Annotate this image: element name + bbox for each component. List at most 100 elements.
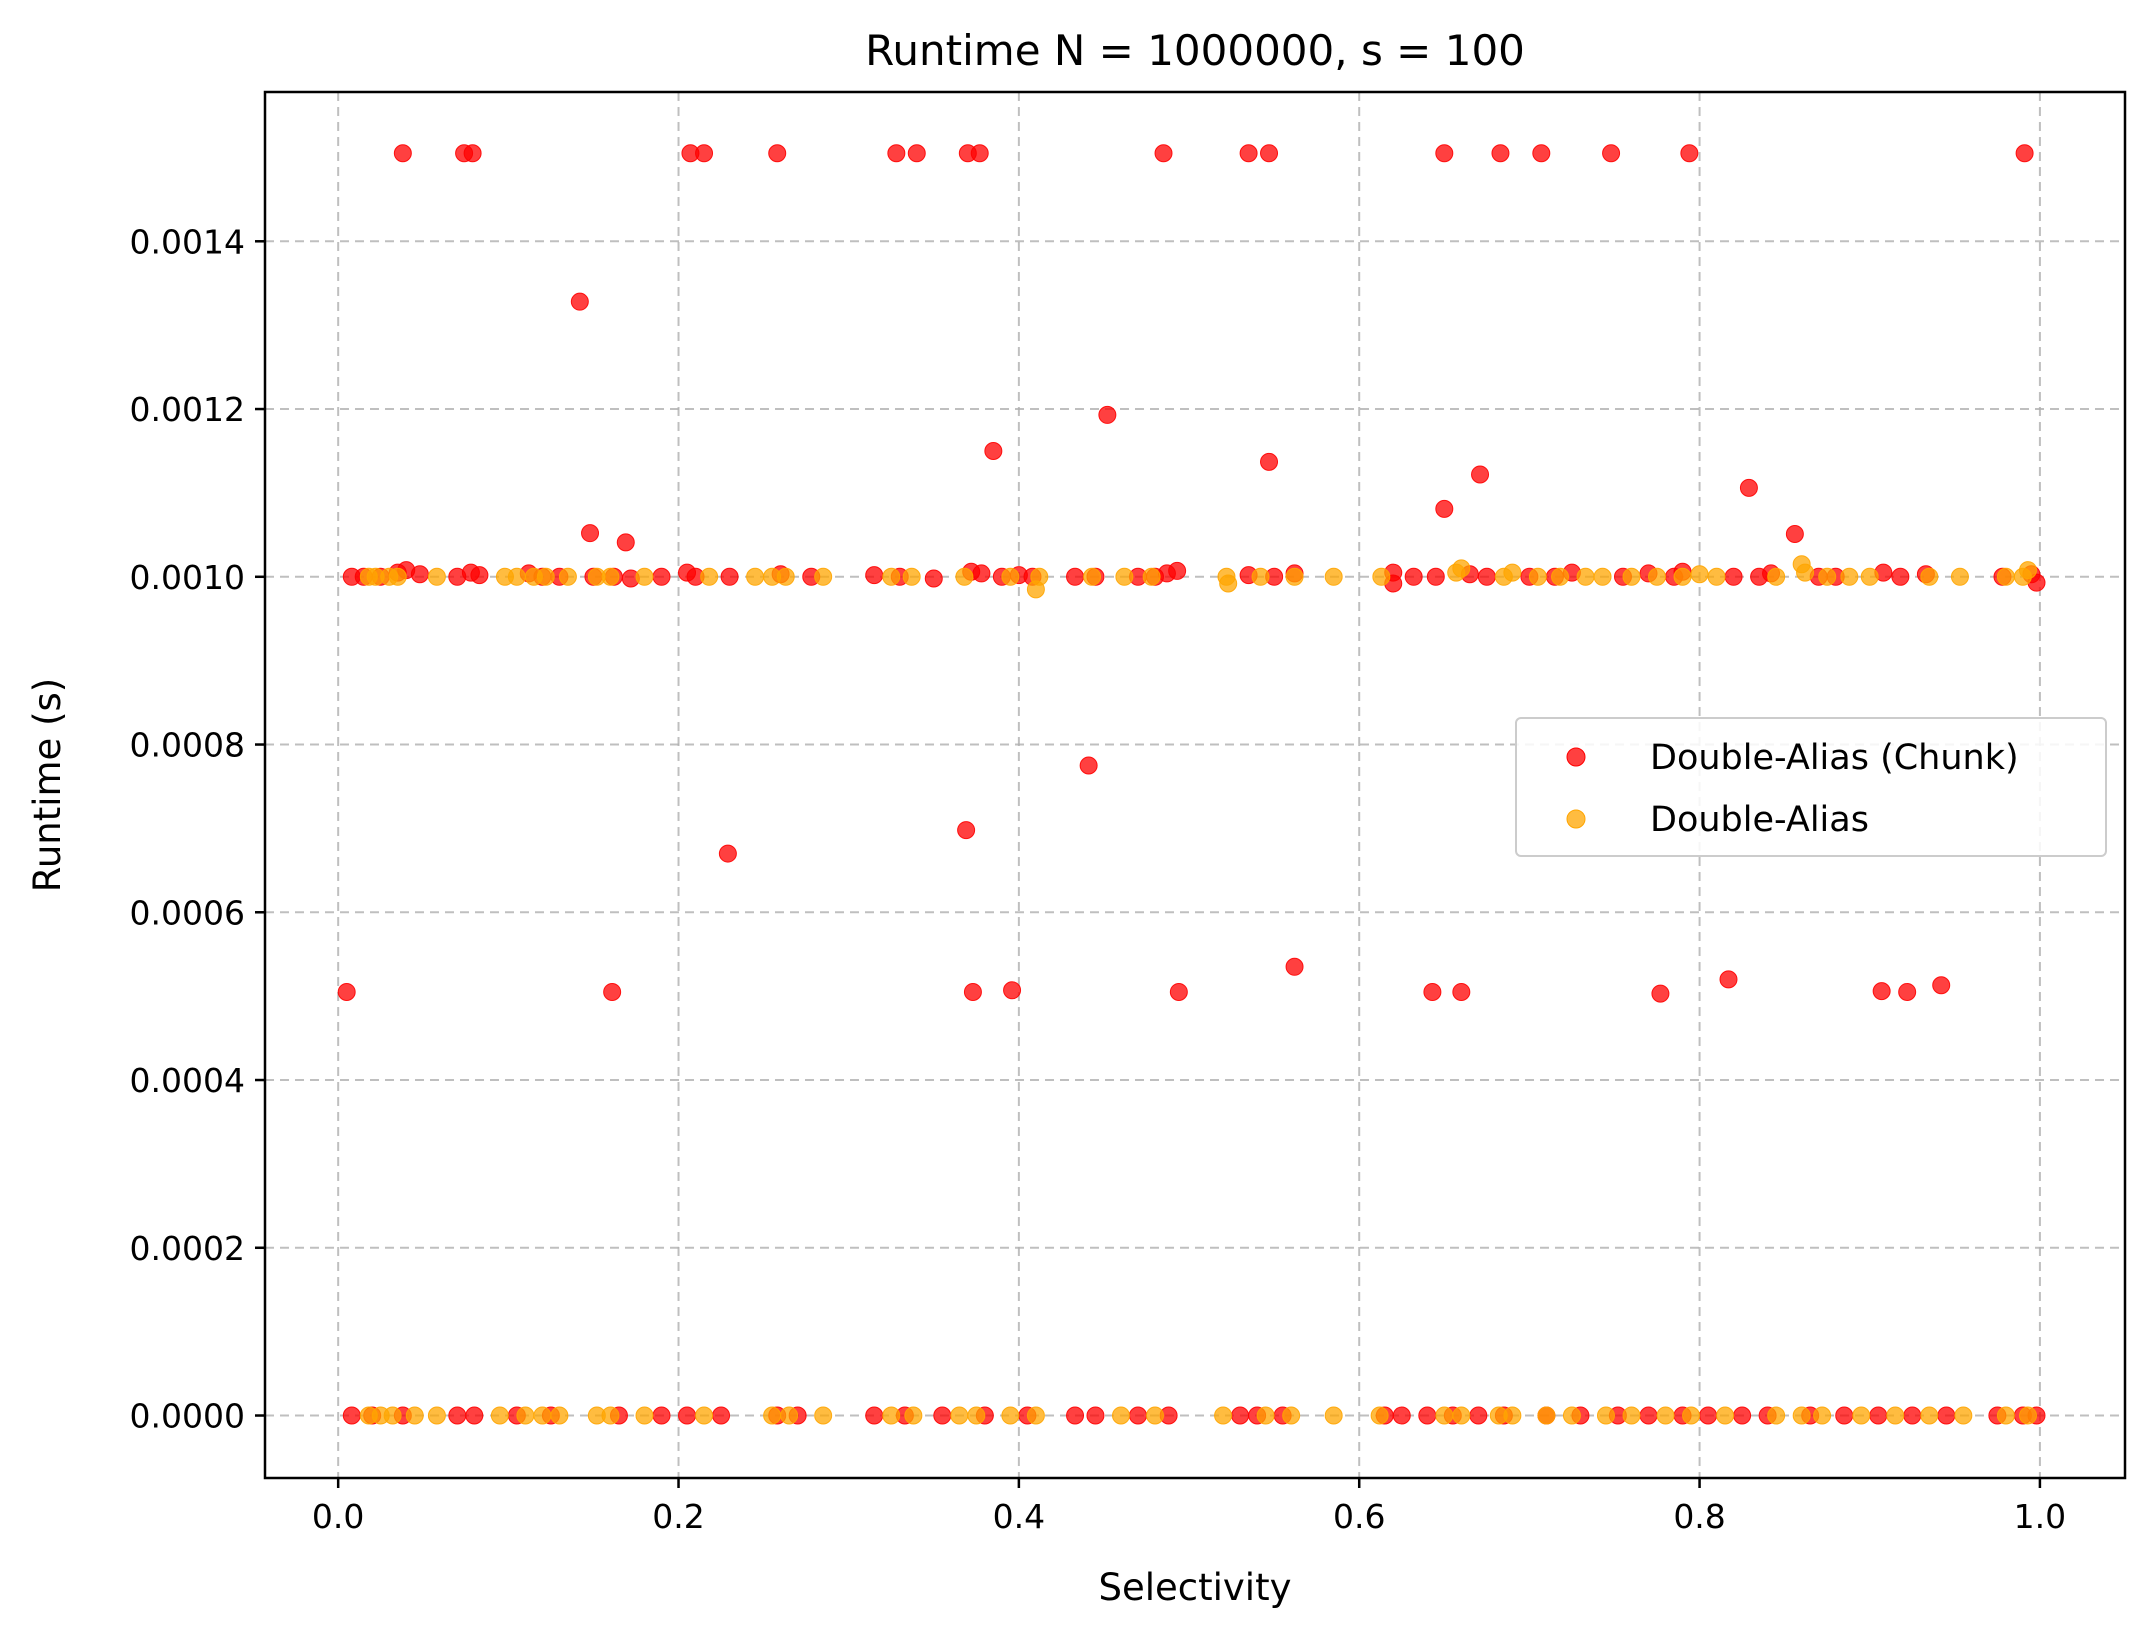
data-point: [1622, 1406, 1641, 1425]
data-point: [1435, 144, 1454, 163]
x-tick-label: 0.6: [1333, 1497, 1385, 1536]
data-point: [1471, 465, 1490, 484]
data-point: [1435, 1406, 1454, 1425]
data-point: [957, 821, 976, 840]
legend-marker: [1566, 747, 1586, 767]
data-point: [507, 567, 526, 586]
data-point: [1707, 567, 1726, 586]
data-point: [1950, 567, 1969, 586]
data-point: [1680, 144, 1699, 163]
data-point: [1622, 567, 1641, 586]
data-point: [678, 1406, 697, 1425]
data-point: [1690, 565, 1709, 584]
data-point: [490, 1406, 509, 1425]
data-point: [1282, 1406, 1301, 1425]
data-point: [570, 292, 589, 311]
axis-ticks: 0.0 0.2 0.4 0.6 0.8 1.0 0.0000 0.0002 0.0004 0.00…: [130, 222, 2067, 1536]
data-point: [383, 1406, 402, 1425]
data-point: [1656, 1406, 1675, 1425]
data-point: [603, 982, 622, 1001]
legend-box: [1515, 717, 2107, 857]
data-point: [448, 1406, 467, 1425]
data-point: [1231, 1406, 1250, 1425]
data-point: [882, 1406, 901, 1425]
data-point: [405, 1406, 424, 1425]
data-point: [1128, 1406, 1147, 1425]
data-point: [1503, 563, 1522, 582]
data-point: [388, 567, 407, 586]
data-point: [652, 567, 671, 586]
data-point: [1792, 1406, 1811, 1425]
data-point: [1239, 144, 1258, 163]
data-point: [1860, 567, 1879, 586]
data-point: [1260, 452, 1279, 471]
data-point: [1528, 567, 1547, 586]
data-point: [984, 441, 1003, 460]
data-point: [1219, 574, 1238, 593]
data-point: [1932, 976, 1951, 995]
data-point: [1372, 567, 1391, 586]
data-point: [720, 567, 739, 586]
legend-marker: [1566, 809, 1586, 829]
data-point: [1477, 567, 1496, 586]
data-point: [1796, 563, 1815, 582]
data-point: [887, 144, 906, 163]
series-double-alias: [359, 555, 2038, 1425]
data-point: [1920, 567, 1939, 586]
x-tick-label: 0.8: [1673, 1497, 1725, 1536]
data-point: [1426, 567, 1445, 586]
axes-frame: [263, 90, 2127, 1480]
data-point: [1146, 1406, 1165, 1425]
data-point: [1835, 1406, 1854, 1425]
data-point: [1996, 567, 2015, 586]
y-tick-label: 0.0006: [130, 893, 245, 932]
data-point: [1285, 957, 1304, 976]
data-point: [410, 565, 429, 584]
data-point: [1699, 1406, 1718, 1425]
data-point: [865, 1406, 884, 1425]
data-point: [601, 1406, 620, 1425]
data-point: [763, 1406, 782, 1425]
data-point: [1404, 567, 1423, 586]
data-point: [865, 566, 884, 585]
data-point: [780, 1406, 799, 1425]
data-point: [700, 567, 719, 586]
data-point: [1767, 567, 1786, 586]
data-point: [1537, 1406, 1556, 1425]
data-point: [776, 567, 795, 586]
data-point: [695, 1406, 714, 1425]
data-point: [1452, 1406, 1471, 1425]
data-point: [718, 844, 737, 863]
data-point: [814, 567, 833, 586]
data-point: [1392, 1406, 1411, 1425]
data-point: [427, 1406, 446, 1425]
data-point: [1503, 1406, 1522, 1425]
data-point: [1724, 567, 1743, 586]
data-point: [1596, 1406, 1615, 1425]
legend: Double-Alias (Chunk) Double-Alias: [1515, 717, 2107, 857]
data-point: [814, 1406, 833, 1425]
data-point: [1852, 1406, 1871, 1425]
data-point: [1551, 567, 1570, 586]
data-point: [601, 567, 620, 586]
data-point: [1532, 144, 1551, 163]
data-point: [558, 567, 577, 586]
data-point: [902, 567, 921, 586]
y-tick-label: 0.0010: [130, 558, 245, 597]
data-point: [1001, 1406, 1020, 1425]
data-point: [1813, 1406, 1832, 1425]
data-point: [1639, 1406, 1658, 1425]
data-point: [1716, 1406, 1735, 1425]
data-point: [1818, 567, 1837, 586]
data-point: [933, 1406, 952, 1425]
data-point: [1602, 144, 1621, 163]
x-axis-label: Selectivity: [1098, 1566, 1291, 1609]
data-point: [1920, 1406, 1939, 1425]
data-point: [1869, 1406, 1888, 1425]
data-point: [342, 1406, 361, 1425]
data-point: [2019, 1406, 2038, 1425]
legend-label: Double-Alias: [1650, 800, 1869, 840]
data-point: [746, 567, 765, 586]
x-tick-label: 0.2: [652, 1497, 704, 1536]
